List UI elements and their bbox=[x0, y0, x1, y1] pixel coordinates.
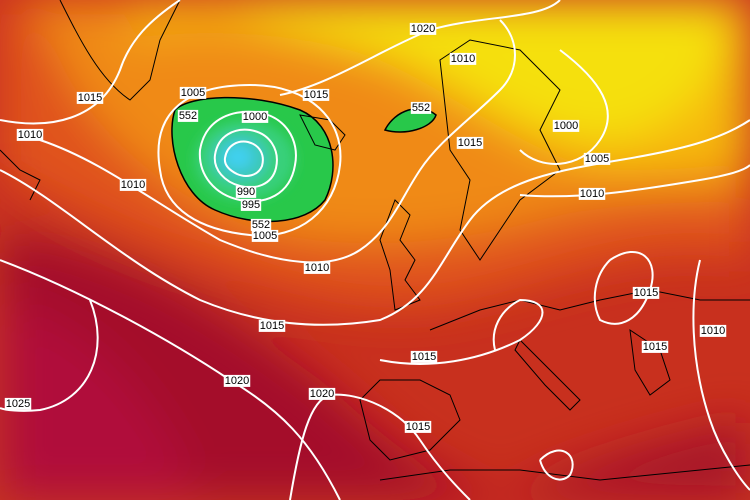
label-background bbox=[302, 88, 330, 101]
isobar-labels: 1020 1010 1015 1005 1015 552 1000 552 1010 1015 10… bbox=[4, 22, 727, 433]
label-background bbox=[223, 374, 251, 387]
label-background bbox=[578, 187, 606, 200]
label-background bbox=[449, 52, 477, 65]
label-background bbox=[76, 91, 104, 104]
isobar-label: 1005 bbox=[253, 230, 277, 242]
label-background bbox=[583, 152, 611, 165]
isobar-label: 1000 bbox=[243, 111, 267, 123]
isobar-label: 1020 bbox=[310, 388, 334, 400]
label-background bbox=[241, 110, 269, 123]
isobar-label: 1000 bbox=[554, 120, 578, 132]
isobar-label: 1005 bbox=[181, 87, 205, 99]
isobar-label: 1010 bbox=[451, 53, 475, 65]
label-background bbox=[4, 397, 32, 410]
label-background bbox=[410, 350, 438, 363]
label-background bbox=[119, 178, 147, 191]
label-background bbox=[456, 136, 484, 149]
isobar-label: 1015 bbox=[406, 421, 430, 433]
label-background bbox=[409, 22, 437, 35]
label-background bbox=[641, 340, 669, 353]
label-background bbox=[632, 286, 660, 299]
isobar-label: 1010 bbox=[701, 325, 725, 337]
isobar-label: 1010 bbox=[580, 188, 604, 200]
isobar-label: 1020 bbox=[411, 23, 435, 35]
label-background bbox=[250, 218, 272, 231]
isobar-label: 1010 bbox=[305, 262, 329, 274]
isobar-label: 1015 bbox=[412, 351, 436, 363]
isobar-label: 1015 bbox=[78, 92, 102, 104]
isobar-label: 552 bbox=[179, 110, 197, 122]
label-background bbox=[179, 86, 207, 99]
low-pressure bbox=[171, 96, 437, 223]
isobar-label: 995 bbox=[242, 199, 260, 211]
isobar-label: 1015 bbox=[634, 287, 658, 299]
label-background bbox=[16, 128, 44, 141]
isobar-label: 990 bbox=[237, 186, 255, 198]
isobar-label: 1010 bbox=[18, 129, 42, 141]
label-background bbox=[240, 198, 262, 211]
isobar-label: 1010 bbox=[121, 179, 145, 191]
label-background bbox=[303, 261, 331, 274]
isobar-label: 1025 bbox=[6, 398, 30, 410]
isobar-label: 1015 bbox=[260, 320, 284, 332]
isobar-label: 1020 bbox=[225, 375, 249, 387]
isobar-label: 1015 bbox=[458, 137, 482, 149]
label-background bbox=[251, 229, 279, 242]
isobar-label: 1015 bbox=[304, 89, 328, 101]
label-background bbox=[552, 119, 580, 132]
label-background bbox=[308, 387, 336, 400]
label-background bbox=[177, 109, 199, 122]
label-background bbox=[699, 324, 727, 337]
label-background bbox=[258, 319, 286, 332]
isobar-label: 1005 bbox=[585, 153, 609, 165]
label-background bbox=[235, 185, 257, 198]
isobar-label: 552 bbox=[252, 219, 270, 231]
label-background bbox=[410, 101, 432, 114]
isobar-label: 1015 bbox=[643, 341, 667, 353]
isobar-label: 552 bbox=[412, 102, 430, 114]
label-background bbox=[404, 420, 432, 433]
